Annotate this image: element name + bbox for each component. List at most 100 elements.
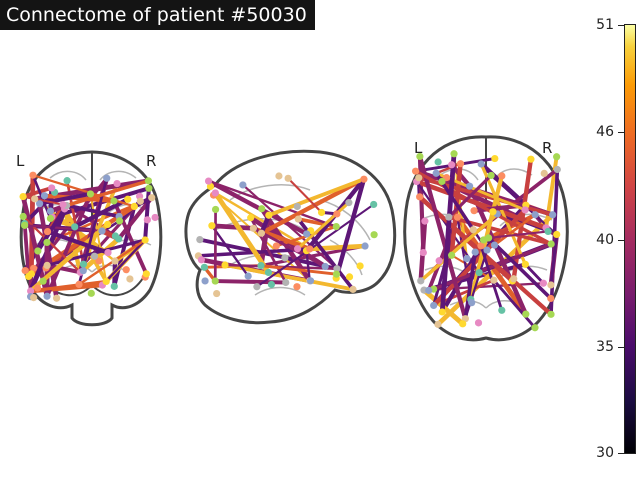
connectome-edge [486, 236, 553, 301]
connectome-node [275, 172, 283, 180]
connectome-node [79, 267, 87, 275]
connectome-node [130, 202, 138, 211]
connectome-edge [464, 248, 489, 320]
connectome-edge [287, 177, 323, 214]
connectome-node [416, 193, 424, 201]
colorbar-tick-mark [618, 240, 624, 241]
connectome-node [211, 277, 219, 285]
connectome-edge [23, 224, 104, 233]
connectome-node [98, 227, 106, 235]
connectome-node [332, 223, 340, 231]
connectome-node [43, 261, 51, 269]
connectome-node [465, 182, 474, 190]
connectome-node [345, 273, 354, 281]
connectome-node [29, 171, 37, 179]
connectome-node [39, 277, 47, 285]
connectome-node [345, 199, 353, 207]
connectome-node [71, 223, 79, 231]
connectome-node [448, 161, 456, 169]
connectome-node [264, 268, 273, 277]
connectome-node [522, 310, 530, 318]
connectome-node [126, 275, 134, 283]
connectome-node [475, 268, 483, 277]
connectome-node [293, 202, 301, 211]
connectome-node [547, 281, 555, 289]
connectome-edge [493, 213, 537, 247]
colorbar-tick-label: 46 [596, 124, 614, 140]
connectome-node [544, 227, 552, 236]
connectome-node [521, 260, 529, 268]
connectome-node [136, 197, 144, 205]
connectome-node [489, 208, 497, 216]
connectome-node [531, 211, 539, 219]
connectome-node [471, 248, 479, 256]
connectome-node [111, 257, 119, 265]
colorbar-tick-mark [618, 132, 624, 133]
connectome-edge [251, 226, 327, 268]
connectome-node [143, 216, 151, 224]
connectome-edge [206, 178, 309, 237]
connectome-edge [296, 201, 351, 251]
connectome-edge [64, 179, 151, 208]
connectome-edge [45, 229, 111, 255]
connectome-node [470, 207, 478, 215]
connectome-edge [439, 151, 457, 315]
connectome-node [553, 165, 561, 174]
connectome-node [46, 207, 55, 215]
connectome-node [95, 257, 103, 265]
connectome-node [40, 192, 49, 200]
connectome-node [25, 272, 33, 281]
connectome-node [417, 277, 425, 285]
connectome-node [52, 294, 61, 302]
connectome-node [445, 213, 453, 221]
connectome-edge [434, 162, 462, 175]
connectome-node [539, 279, 548, 287]
connectome-edge [255, 203, 375, 288]
colorbar-tick-label: 40 [596, 232, 614, 248]
connectome-node [332, 270, 341, 278]
connectome-edge [29, 279, 108, 293]
connectome-node [521, 206, 529, 214]
connectome-node [474, 319, 483, 327]
connectome-node [272, 242, 280, 250]
connectome-node [34, 247, 42, 255]
connectome-edge [210, 224, 250, 278]
connectome-node [253, 283, 261, 291]
coronal-right-label: R [146, 152, 157, 170]
connectome-edge [549, 232, 559, 287]
connectome-node [421, 217, 429, 225]
connectome-node [540, 169, 548, 178]
connectome-node [468, 299, 476, 307]
connectome-node [294, 245, 302, 253]
connectome-node [43, 292, 51, 300]
connectome-node [19, 192, 27, 201]
connectome-node [110, 197, 118, 205]
figure-title: Connectome of patient #50030 [0, 0, 315, 30]
connectome-node [145, 184, 153, 192]
connectome-node [113, 179, 121, 188]
connectome-edge [213, 279, 288, 285]
connectome-node [438, 308, 446, 316]
connectome-node [21, 221, 29, 229]
connectome-edge [77, 236, 122, 275]
connectome-node [115, 217, 124, 225]
connectome-node [547, 240, 555, 248]
connectome-node [257, 261, 265, 270]
connectome-node [333, 265, 341, 273]
connectome-edge [35, 203, 69, 254]
connectome-node [484, 234, 493, 242]
axial-outline [403, 135, 569, 342]
connectome-node [490, 241, 499, 249]
connectome-node [87, 289, 95, 297]
connectome-node [321, 262, 329, 271]
connectome-node [211, 205, 220, 214]
connectome-node [103, 174, 111, 182]
connectome-edge [21, 186, 54, 199]
connectome-node [469, 226, 477, 234]
connectome-edge [492, 278, 537, 330]
connectome-node [317, 208, 326, 217]
colorbar-tick-mark [618, 347, 624, 348]
connectome-node [450, 150, 458, 158]
connectome-node [59, 200, 67, 209]
